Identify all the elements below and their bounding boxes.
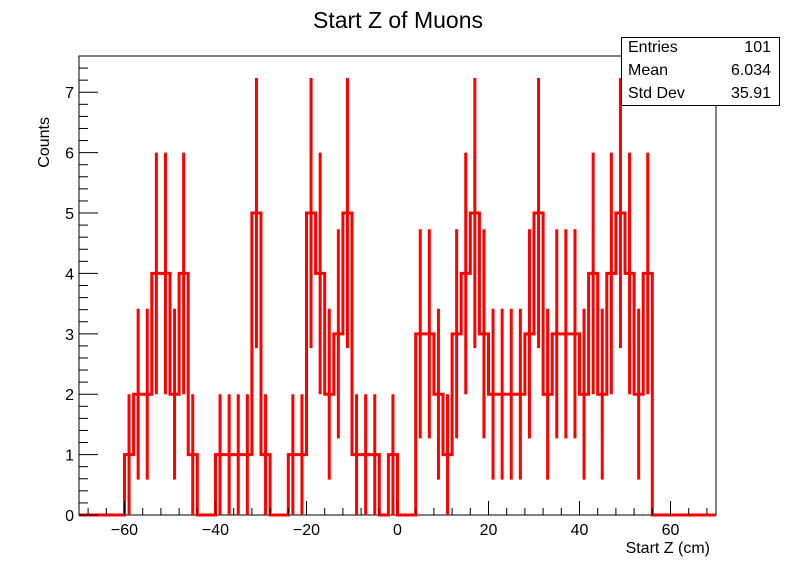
stats-box: Entries 101 Mean 6.034 Std Dev 35.91 [621, 37, 780, 106]
stddev-label: Std Dev [628, 85, 685, 102]
y-tick-label: 3 [65, 327, 74, 344]
axes: −60 −40 −20 0 20 40 60 0 1 2 3 4 5 6 7 [65, 55, 708, 539]
mean-value: 6.034 [730, 62, 771, 79]
y-tick-label: 6 [65, 146, 74, 163]
x-tick-label: 0 [393, 522, 402, 539]
x-tick-label: −40 [202, 522, 229, 539]
x-axis-label: Start Z (cm) [626, 540, 710, 557]
chart-title: Start Z of Muons [313, 7, 483, 33]
y-tick-label: 7 [65, 85, 74, 102]
stats-stddev: Std Dev 35.91 [628, 85, 771, 107]
stddev-value: 35.91 [730, 85, 771, 102]
y-axis-label: Counts [36, 117, 53, 168]
stats-mean: Mean 6.034 [628, 62, 771, 84]
histogram-bins [79, 77, 716, 517]
y-tick-label: 0 [65, 508, 74, 525]
y-tick-label: 5 [65, 206, 74, 223]
y-tick-label: 1 [65, 448, 74, 465]
histogram-outline [79, 211, 716, 517]
y-tick-label: 4 [65, 266, 74, 283]
entries-value: 101 [744, 39, 771, 56]
x-tick-label: 20 [480, 522, 498, 539]
x-tick-label: 60 [662, 522, 680, 539]
y-tick-label: 2 [65, 387, 74, 404]
stats-entries: Entries 101 [628, 39, 771, 61]
mean-label: Mean [628, 62, 669, 79]
x-tick-label: 40 [571, 522, 589, 539]
x-tick-label: −20 [293, 522, 320, 539]
entries-label: Entries [628, 39, 678, 56]
x-tick-label: −60 [111, 522, 138, 539]
